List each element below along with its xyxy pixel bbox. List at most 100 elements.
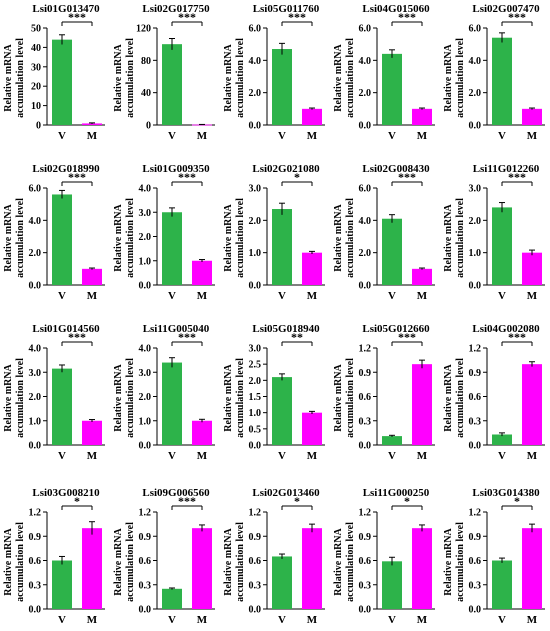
bar-m bbox=[82, 269, 102, 285]
y-tick-label: 4.0 bbox=[139, 344, 152, 355]
chart-panel: Lsi01G014560Relative mRNA accumulation le… bbox=[3, 323, 105, 462]
y-tick-label: 0.6 bbox=[139, 556, 152, 567]
y-axis-label: Relative mRNA bbox=[443, 527, 454, 595]
y-axis-label: Relative mRNA bbox=[333, 363, 344, 431]
y-axis-label: accumulation level bbox=[455, 522, 466, 602]
significance-marker: *** bbox=[398, 10, 416, 24]
significance-marker: *** bbox=[68, 330, 86, 344]
y-tick-label: 0.9 bbox=[469, 368, 482, 379]
y-tick-label: 0.3 bbox=[469, 416, 482, 427]
y-axis-label: accumulation level bbox=[235, 358, 246, 438]
x-category-label: M bbox=[527, 450, 538, 462]
x-category-label: V bbox=[278, 130, 286, 142]
bar-m bbox=[302, 528, 322, 609]
y-axis-label: Relative mRNA bbox=[113, 43, 124, 111]
chart-panel: Lsi02G017750Relative mRNA accumulation le… bbox=[113, 3, 215, 142]
y-tick-label: 0.0 bbox=[29, 281, 42, 292]
y-axis-label: Relative mRNA bbox=[223, 43, 234, 111]
chart-panel: Lsi02G013460 Relative mRNA accumulation le… bbox=[223, 487, 325, 626]
y-tick-label: 80 bbox=[141, 56, 151, 67]
chart-panel: Lsi02G021080Relative mRNA accumulation le… bbox=[223, 163, 325, 302]
bar-m bbox=[82, 421, 102, 445]
chart-panel: Lsi03G008210 Relative mRNA accumulation le… bbox=[3, 487, 105, 626]
bar-m bbox=[302, 413, 322, 445]
y-axis-label: accumulation level bbox=[455, 198, 466, 278]
panel-title: Lsi05G011760 bbox=[253, 3, 320, 15]
bar-v bbox=[272, 209, 292, 285]
y-tick-label: 0.0 bbox=[249, 281, 262, 292]
panel-title: Lsi03G014380 bbox=[472, 487, 540, 499]
y-tick-label: 2.0 bbox=[359, 88, 372, 99]
panel-title: Lsi02G017750 bbox=[142, 3, 210, 15]
panel-title: Lsi02G021080 bbox=[252, 163, 320, 175]
x-category-label: V bbox=[58, 130, 66, 142]
x-category-label: M bbox=[307, 614, 318, 626]
y-axis-label: Relative mRNA bbox=[113, 527, 124, 595]
bar-v bbox=[162, 589, 182, 609]
x-category-label: M bbox=[87, 614, 98, 626]
y-axis-label: accumulation level bbox=[15, 38, 26, 118]
y-tick-label: 6.0 bbox=[469, 24, 482, 35]
y-tick-label: 0.9 bbox=[469, 532, 482, 543]
y-tick-label: 1.0 bbox=[249, 408, 262, 419]
y-tick-label: 6.0 bbox=[359, 184, 372, 195]
y-axis-label: accumulation level bbox=[125, 522, 136, 602]
x-category-label: M bbox=[307, 130, 318, 142]
y-tick-label: 3.0 bbox=[139, 208, 152, 219]
y-axis-label: accumulation level bbox=[345, 522, 356, 602]
x-category-label: M bbox=[417, 130, 428, 142]
significance-marker: *** bbox=[68, 10, 86, 24]
bar-m bbox=[522, 364, 542, 445]
significance-marker: *** bbox=[288, 10, 306, 24]
y-tick-label: 0.6 bbox=[359, 392, 372, 403]
x-category-label: V bbox=[498, 130, 506, 142]
y-tick-label: 6.0 bbox=[359, 24, 372, 35]
y-tick-label: 2.0 bbox=[469, 88, 482, 99]
significance-marker: * bbox=[514, 494, 520, 508]
y-tick-label: 2.0 bbox=[29, 392, 42, 403]
x-category-label: V bbox=[58, 450, 66, 462]
bar-m bbox=[412, 269, 432, 285]
bar-v bbox=[382, 436, 402, 445]
bar-v bbox=[272, 49, 292, 125]
x-category-label: M bbox=[197, 130, 208, 142]
y-tick-label: 3.0 bbox=[469, 184, 482, 195]
x-category-label: M bbox=[527, 290, 538, 302]
y-axis-label: accumulation level bbox=[15, 358, 26, 438]
bar-v bbox=[492, 207, 512, 285]
significance-marker: *** bbox=[178, 10, 196, 24]
y-tick-label: 0.9 bbox=[249, 532, 262, 543]
y-axis-label: Relative mRNA bbox=[443, 363, 454, 431]
y-tick-label: 0.0 bbox=[359, 281, 372, 292]
chart-panel: Lsi02G008430 Relative mRNA accumulation le… bbox=[333, 163, 435, 302]
y-axis-label: Relative mRNA bbox=[333, 203, 344, 271]
bar-v bbox=[382, 561, 402, 609]
panel-title: Lsi04G015060 bbox=[362, 3, 430, 15]
bar-v bbox=[162, 363, 182, 445]
y-tick-label: 0.3 bbox=[139, 580, 152, 591]
bar-v bbox=[382, 54, 402, 125]
y-axis-label: Relative mRNA bbox=[333, 43, 344, 111]
x-category-label: M bbox=[197, 614, 208, 626]
y-axis-label: Relative mRNA bbox=[443, 43, 454, 111]
bar-m bbox=[82, 528, 102, 609]
chart-panel: Lsi05G018940Relative mRNA accumulation le… bbox=[223, 323, 325, 462]
panel-title: Lsi11G012260 bbox=[473, 163, 540, 175]
y-tick-label: 0.6 bbox=[469, 556, 482, 567]
y-tick-label: 6.0 bbox=[29, 184, 42, 195]
chart-panel: Lsi09G006560 Relative mRNA accumulation le… bbox=[113, 487, 215, 626]
y-tick-label: 4.0 bbox=[139, 184, 152, 195]
bar-m bbox=[522, 253, 542, 285]
x-category-label: V bbox=[168, 290, 176, 302]
y-axis-label: accumulation level bbox=[455, 358, 466, 438]
chart-panel: Lsi11G000250Relative mRNA accumulation le… bbox=[333, 487, 435, 626]
bar-v bbox=[162, 212, 182, 285]
x-category-label: M bbox=[527, 130, 538, 142]
bar-v bbox=[272, 556, 292, 609]
y-tick-label: 4.0 bbox=[359, 216, 372, 227]
y-axis-label: accumulation level bbox=[235, 198, 246, 278]
y-axis-label: accumulation level bbox=[15, 522, 26, 602]
bar-v bbox=[272, 377, 292, 445]
y-tick-label: 1.2 bbox=[139, 508, 152, 519]
y-tick-label: 0.0 bbox=[469, 121, 482, 132]
